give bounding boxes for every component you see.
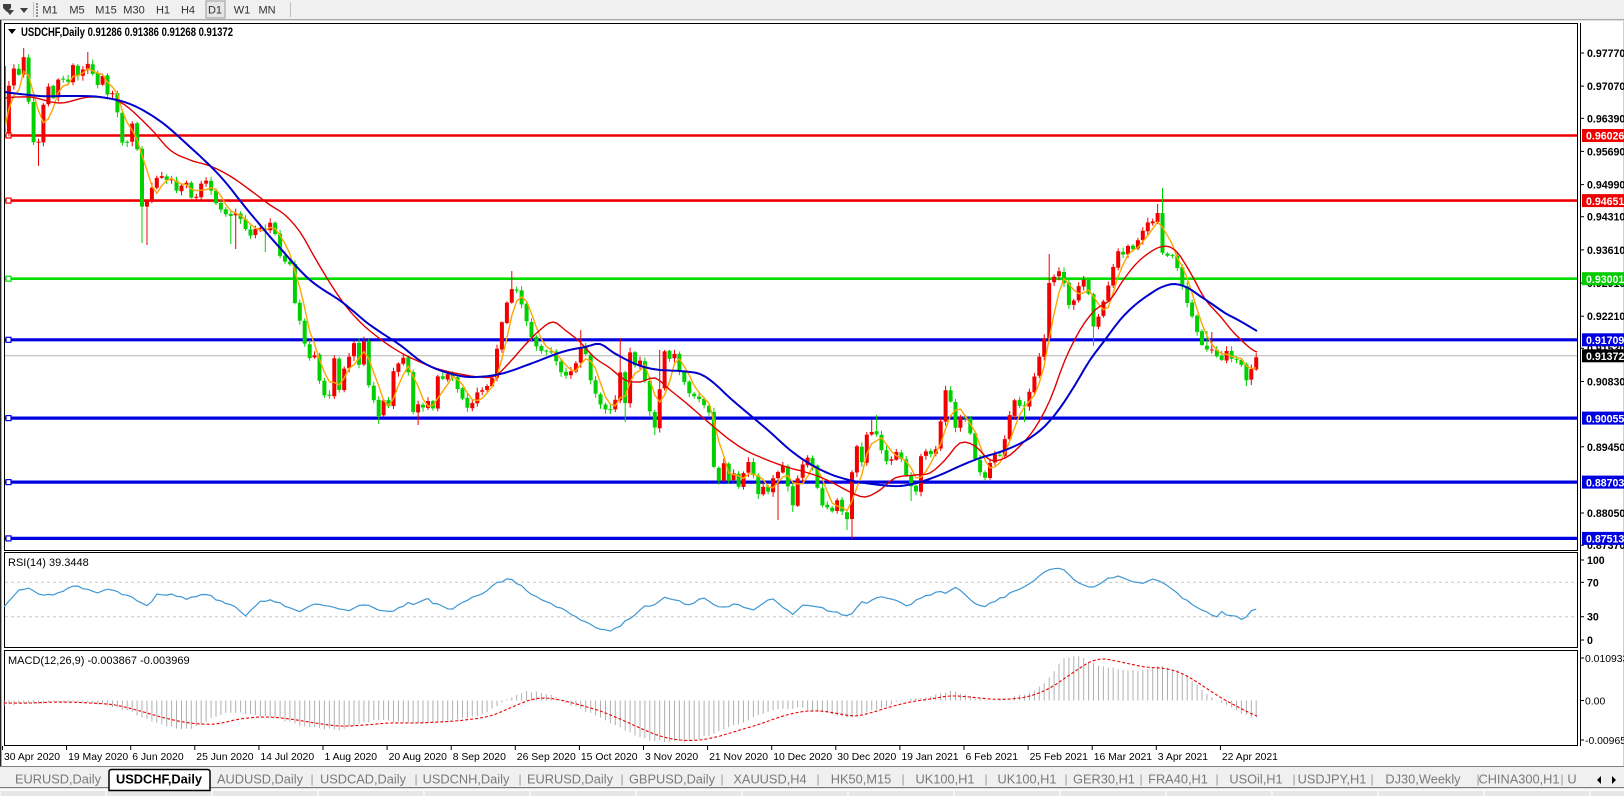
svg-text:|: | [1292, 772, 1295, 786]
svg-text:USDCAD,Daily: USDCAD,Daily [320, 772, 407, 787]
svg-text:|: | [518, 772, 521, 786]
svg-text:30 Dec 2020: 30 Dec 2020 [837, 752, 896, 763]
svg-text:0.93001: 0.93001 [1586, 274, 1624, 286]
svg-text:MN: MN [258, 5, 275, 17]
svg-text:3 Apr 2021: 3 Apr 2021 [1158, 752, 1208, 763]
svg-text:70: 70 [1587, 577, 1599, 589]
svg-text:10 Dec 2020: 10 Dec 2020 [773, 752, 832, 763]
svg-text:EURUSD,Daily: EURUSD,Daily [15, 772, 102, 787]
svg-text:0.95690: 0.95690 [1587, 146, 1624, 158]
svg-text:|: | [1560, 772, 1563, 786]
svg-text:100: 100 [1587, 555, 1605, 567]
svg-text:26 Sep 2020: 26 Sep 2020 [517, 752, 576, 763]
svg-text:M1: M1 [42, 5, 57, 17]
svg-text:|: | [1064, 772, 1067, 786]
svg-text:U: U [1567, 772, 1576, 787]
svg-text:19 May 2020: 19 May 2020 [68, 752, 128, 763]
svg-text:1 Aug 2020: 1 Aug 2020 [325, 752, 378, 763]
svg-text:0.010933: 0.010933 [1585, 654, 1624, 665]
svg-text:USDCNH,Daily: USDCNH,Daily [423, 772, 510, 787]
svg-text:16 Mar 2021: 16 Mar 2021 [1094, 752, 1153, 763]
svg-text:3 Nov 2020: 3 Nov 2020 [645, 752, 698, 763]
svg-text:EURUSD,Daily: EURUSD,Daily [527, 772, 614, 787]
svg-text:D1: D1 [208, 5, 222, 17]
svg-text:0.91372: 0.91372 [1586, 351, 1624, 363]
svg-text:USDJPY,H1: USDJPY,H1 [1298, 772, 1367, 787]
svg-text:|: | [720, 772, 723, 786]
svg-text:0.91709: 0.91709 [1586, 335, 1624, 347]
svg-text:FRA40,H1: FRA40,H1 [1148, 772, 1208, 787]
svg-text:0.90830: 0.90830 [1587, 377, 1624, 389]
svg-text:14 Jul 2020: 14 Jul 2020 [260, 752, 314, 763]
svg-text:M5: M5 [69, 5, 84, 17]
svg-text:|: | [1476, 772, 1479, 786]
svg-text:H4: H4 [181, 5, 195, 17]
svg-text:0.92210: 0.92210 [1587, 311, 1624, 323]
svg-text:|: | [1370, 772, 1373, 786]
svg-text:20 Aug 2020: 20 Aug 2020 [389, 752, 448, 763]
svg-text:AUDUSD,Daily: AUDUSD,Daily [217, 772, 304, 787]
svg-text:GBPUSD,Daily: GBPUSD,Daily [629, 772, 716, 787]
svg-text:25 Feb 2021: 25 Feb 2021 [1030, 752, 1089, 763]
svg-text:19 Jan 2021: 19 Jan 2021 [901, 752, 958, 763]
svg-text:0.00: 0.00 [1585, 697, 1605, 708]
svg-text:CHINA300,H1: CHINA300,H1 [1478, 772, 1559, 787]
svg-text:0.88703: 0.88703 [1586, 477, 1624, 489]
svg-text:M30: M30 [123, 5, 144, 17]
svg-text:0.96390: 0.96390 [1587, 113, 1624, 125]
svg-text:0.94651: 0.94651 [1586, 196, 1624, 208]
svg-text:UK100,H1: UK100,H1 [915, 772, 974, 787]
svg-text:0.88050: 0.88050 [1587, 508, 1624, 520]
svg-text:0.97070: 0.97070 [1587, 81, 1624, 93]
svg-text:21 Nov 2020: 21 Nov 2020 [709, 752, 768, 763]
svg-text:|: | [414, 772, 417, 786]
svg-text:0.90055: 0.90055 [1586, 413, 1624, 425]
svg-text:0.93610: 0.93610 [1587, 245, 1624, 257]
svg-text:0: 0 [1587, 635, 1593, 647]
svg-text:H1: H1 [156, 5, 170, 17]
svg-text:UK100,H1: UK100,H1 [997, 772, 1056, 787]
svg-text:0.94990: 0.94990 [1587, 180, 1624, 192]
svg-text:|: | [1215, 772, 1218, 786]
svg-text:DJ30,Weekly: DJ30,Weekly [1385, 772, 1461, 787]
svg-text:6 Feb 2021: 6 Feb 2021 [966, 752, 1019, 763]
svg-text:USDCHF,Daily: USDCHF,Daily [116, 772, 203, 787]
svg-text:|: | [620, 772, 623, 786]
svg-text:USDCHF,Daily 0.91286 0.91386: USDCHF,Daily 0.91286 0.91386 0.91268 0.9… [21, 27, 233, 39]
svg-text:W1: W1 [234, 5, 251, 17]
svg-text:HK50,M15: HK50,M15 [831, 772, 891, 787]
svg-text:0.94310: 0.94310 [1587, 212, 1624, 224]
svg-text:|: | [901, 772, 904, 786]
svg-text:30: 30 [1587, 612, 1599, 624]
svg-text:USOil,H1: USOil,H1 [1229, 772, 1282, 787]
svg-text:6 Jun 2020: 6 Jun 2020 [132, 752, 184, 763]
svg-text:0.96026: 0.96026 [1586, 131, 1624, 143]
svg-text:0.87513: 0.87513 [1586, 534, 1624, 546]
svg-text:22 Apr 2021: 22 Apr 2021 [1222, 752, 1278, 763]
svg-text:0.97770: 0.97770 [1587, 48, 1624, 60]
svg-text:|: | [816, 772, 819, 786]
svg-text:15 Oct 2020: 15 Oct 2020 [581, 752, 638, 763]
svg-text:30 Apr 2020: 30 Apr 2020 [4, 752, 60, 763]
svg-text:25 Jun 2020: 25 Jun 2020 [196, 752, 253, 763]
svg-text:0.89450: 0.89450 [1587, 442, 1624, 454]
svg-text:RSI(14) 39.3448: RSI(14) 39.3448 [8, 557, 89, 569]
svg-text:MACD(12,26,9) -0.003867 -0.003: MACD(12,26,9) -0.003867 -0.003969 [8, 655, 190, 667]
svg-text:8 Sep 2020: 8 Sep 2020 [453, 752, 506, 763]
svg-text:XAUUSD,H4: XAUUSD,H4 [733, 772, 806, 787]
svg-text:M15: M15 [95, 5, 116, 17]
svg-text:|: | [1139, 772, 1142, 786]
svg-text:|: | [984, 772, 987, 786]
svg-text:|: | [310, 772, 313, 786]
svg-text:GER30,H1: GER30,H1 [1073, 772, 1135, 787]
